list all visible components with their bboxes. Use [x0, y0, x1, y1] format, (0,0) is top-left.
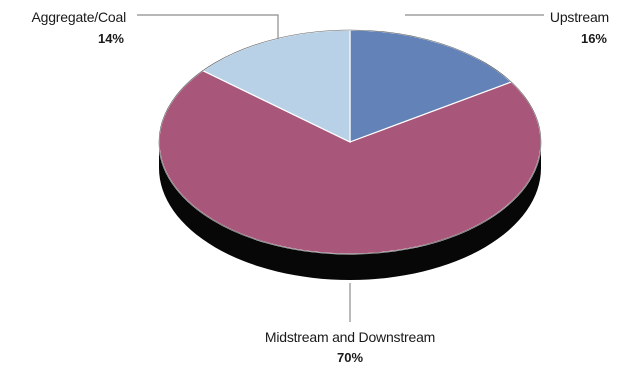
- slice-label-midstream-and-downstream: Midstream and Downstream: [265, 329, 435, 345]
- label-layer: Upstream 16% Midstream and Downstream 70% Ag…: [32, 9, 610, 365]
- slice-value-upstream: 16%: [581, 31, 607, 46]
- leader-line-aggregate-coal: [137, 14, 279, 39]
- slice-value-midstream-and-downstream: 70%: [337, 350, 363, 365]
- slice-label-aggregate-coal: Aggregate/Coal: [32, 9, 127, 25]
- pie-rim: [159, 142, 541, 280]
- pie-layer: [158, 29, 542, 280]
- slice-value-aggregate-coal: 14%: [98, 31, 124, 46]
- slice-label-upstream: Upstream: [550, 9, 609, 25]
- pie-outline: [158, 29, 542, 255]
